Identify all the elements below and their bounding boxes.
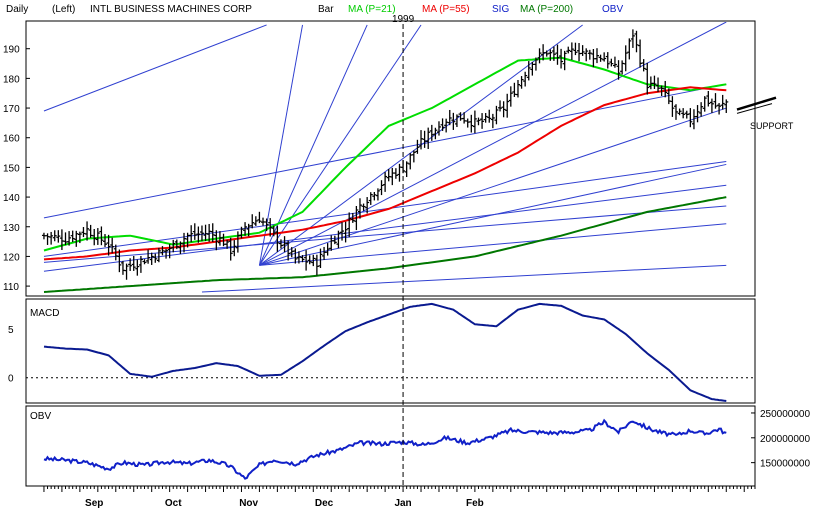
macd-y-tick-label: 0 (8, 374, 14, 385)
trend-fan-line (201, 264, 727, 293)
price-y-tick-label: 120 (3, 252, 20, 263)
obv-line (43, 418, 727, 480)
trend-fan-line (259, 163, 727, 266)
support-line (736, 96, 777, 111)
chart-style-label: Bar (318, 4, 334, 15)
obv-y-tick-label: 150000000 (760, 459, 810, 470)
price-y-tick-label: 130 (3, 223, 20, 234)
price-y-tick-label: 140 (3, 193, 20, 204)
year-marker-label: 1999 (392, 14, 415, 25)
price-y-tick-label: 150 (3, 163, 20, 174)
security-name: INTL BUSINESS MACHINES CORP (90, 4, 252, 15)
price-y-tick-label: 110 (3, 282, 19, 293)
trend-fan-line (43, 83, 727, 219)
trend-fan-line (259, 24, 422, 266)
ma21-line (43, 56, 727, 252)
legend-ma55: MA (P=55) (422, 4, 470, 15)
macd-panel: 50 (8, 302, 755, 402)
chart-header: Daily (Left) INTL BUSINESS MACHINES CORP… (6, 4, 623, 15)
macd-panel-frame (25, 298, 756, 404)
obv-panel-frame (25, 405, 756, 487)
trend-fan-line (43, 24, 267, 112)
support-annotation: SUPPORT (750, 121, 794, 131)
x-axis-month-label: Jan (394, 498, 411, 509)
x-axis-month-label: Sep (85, 498, 103, 509)
obv-panel-title: OBV (30, 411, 51, 422)
x-axis-month-label: Feb (466, 498, 484, 509)
trend-fan-line (259, 107, 727, 266)
scale-label: (Left) (52, 4, 75, 15)
x-axis-month-label: Nov (239, 498, 258, 509)
price-panel-frame (25, 20, 756, 297)
x-axis-month-label: Oct (165, 498, 182, 509)
support-line-shadow (736, 103, 773, 114)
legend-ma200: MA (P=200) (520, 4, 573, 15)
ma55-line (43, 86, 727, 261)
price-y-tick-label: 180 (3, 74, 20, 85)
obv-panel: 250000000 200000000 150000000 (43, 409, 810, 480)
macd-y-tick-label: 5 (8, 325, 14, 336)
trend-fan-line (43, 184, 727, 272)
price-y-tick-label: 190 (3, 45, 20, 56)
ma200-line (43, 196, 727, 293)
legend-sig: SIG (492, 4, 509, 15)
trend-fan-line (259, 223, 727, 266)
legend-ma21: MA (P=21) (348, 4, 396, 15)
price-panel: 110 120 130 140 150 160 170 180 190 (3, 22, 777, 293)
obv-y-tick-label: 250000000 (760, 409, 810, 420)
trend-fan-line (259, 22, 727, 266)
trend-fan-line (258, 24, 368, 266)
x-axis-month-label: Dec (315, 498, 334, 509)
price-y-tick-label: 170 (3, 104, 20, 115)
price-plot-area (41, 22, 729, 293)
legend-obv: OBV (602, 4, 623, 15)
price-y-tick-label: 160 (3, 134, 20, 145)
x-axis: Sep Oct Nov Dec Jan Feb (43, 24, 756, 509)
obv-y-tick-label: 200000000 (760, 434, 810, 445)
trend-fan-line (43, 205, 727, 263)
period-label: Daily (6, 4, 28, 15)
macd-line (43, 302, 727, 402)
macd-panel-title: MACD (30, 308, 59, 319)
